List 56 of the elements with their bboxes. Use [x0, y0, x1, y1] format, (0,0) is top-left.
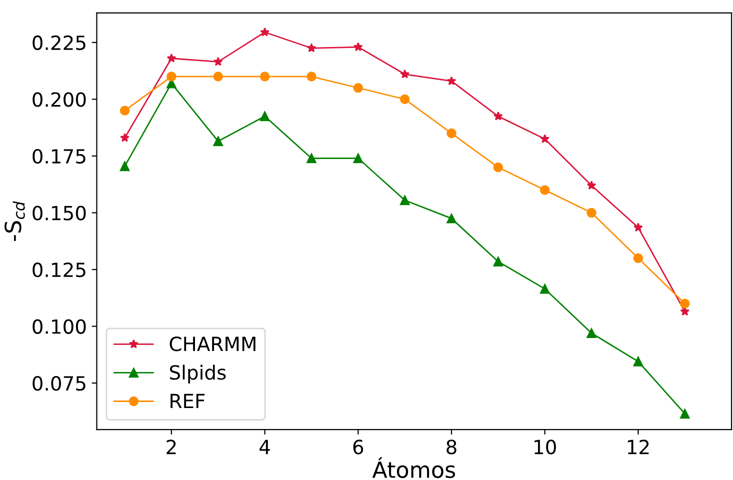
y-tick-label: 0.225	[32, 35, 86, 50]
point	[680, 408, 690, 419]
legend-label: CHARMM	[170, 336, 256, 352]
point	[493, 162, 504, 172]
point	[353, 42, 363, 52]
point	[120, 132, 130, 142]
point	[306, 153, 316, 164]
legend-label: Slpids	[170, 364, 226, 384]
y-tick-label: 0.075	[32, 376, 86, 391]
point	[166, 72, 176, 82]
x-tick-label: 10	[534, 440, 556, 454]
y-tick-label: 0.175	[32, 148, 86, 164]
point	[633, 253, 644, 264]
point	[260, 72, 270, 82]
point	[120, 106, 130, 116]
point	[633, 356, 644, 366]
point	[680, 306, 690, 316]
point	[353, 153, 363, 164]
x-axis-title: Átomos	[372, 457, 456, 478]
y-tick-label: 0.100	[32, 319, 86, 334]
point	[540, 284, 550, 294]
point	[400, 195, 410, 206]
point	[213, 56, 223, 66]
point	[493, 256, 504, 266]
point	[634, 222, 643, 232]
point	[540, 185, 550, 195]
point	[306, 72, 316, 82]
point	[213, 136, 223, 146]
point	[446, 214, 456, 224]
point	[494, 111, 503, 120]
point	[400, 69, 410, 78]
x-tick-label: 4	[260, 440, 270, 454]
point	[540, 134, 550, 144]
legend-label: REF	[170, 394, 205, 408]
x-tick-label: 8	[446, 440, 456, 454]
y-tick-label: 0.150	[32, 206, 86, 220]
x-tick-label: 6	[353, 440, 364, 454]
point	[680, 298, 690, 308]
point	[120, 161, 130, 172]
point	[213, 72, 223, 82]
point	[586, 180, 596, 190]
point	[400, 94, 410, 104]
point	[260, 111, 270, 122]
point	[446, 76, 456, 86]
point	[166, 54, 176, 62]
point	[353, 83, 363, 93]
point	[586, 328, 596, 338]
point	[446, 128, 456, 138]
y-tick-label: 0.125	[32, 262, 86, 278]
point	[586, 208, 596, 218]
x-tick-label: 12	[628, 440, 649, 454]
point	[260, 27, 270, 36]
y-axis-title: -S$_{cd}$	[4, 201, 25, 241]
point	[306, 43, 316, 52]
y-tick-label: 0.200	[32, 92, 86, 107]
x-tick-label: 2	[166, 440, 176, 454]
